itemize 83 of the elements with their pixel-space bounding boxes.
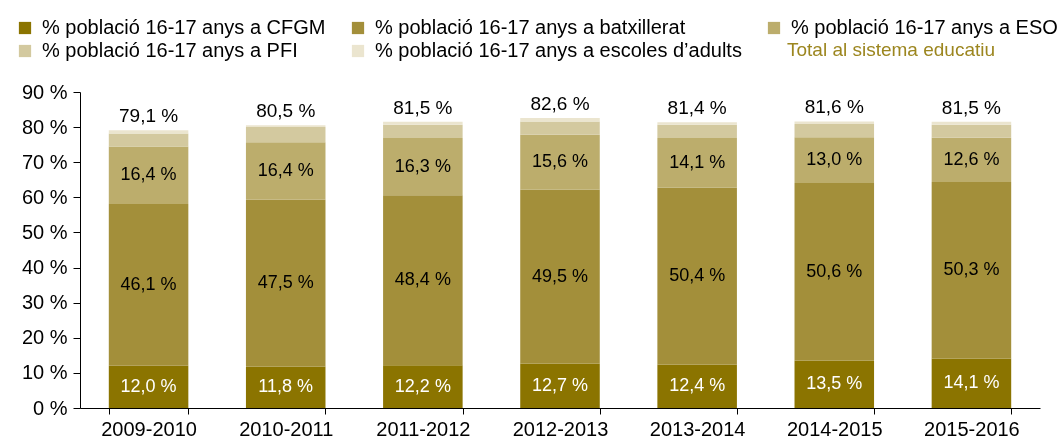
bar xyxy=(245,199,326,367)
y-tick-label: 20 % xyxy=(21,326,68,349)
data-label: 12,7 % xyxy=(531,374,589,395)
bar xyxy=(520,121,600,135)
legend-label: % població 16-17 anys a PFI xyxy=(42,39,298,61)
total-label: 79,1 % xyxy=(118,105,179,127)
legend-label: % població 16-17 anys a batxillerat xyxy=(375,16,686,38)
total-label: 81,4 % xyxy=(667,97,727,119)
bar xyxy=(931,124,1012,138)
x-tick-label: 2010-2011 xyxy=(239,417,334,438)
bar xyxy=(383,195,463,366)
bar xyxy=(245,142,326,200)
data-label: 16,4 % xyxy=(257,160,314,180)
total-label: 81,5 % xyxy=(941,96,1002,118)
total-label: 80,5 % xyxy=(256,100,316,122)
data-label: 48,4 % xyxy=(394,269,451,290)
data-label: 50,3 % xyxy=(943,259,1000,280)
bar xyxy=(794,137,875,183)
bar xyxy=(657,122,737,125)
data-label: 50,4 % xyxy=(669,264,726,285)
bar xyxy=(108,133,189,147)
data-label: 12,6 % xyxy=(943,148,1000,169)
x-tick-label: 2011-2012 xyxy=(376,417,471,438)
data-label: 47,5 % xyxy=(257,272,314,293)
data-label: 16,3 % xyxy=(394,155,451,176)
bar xyxy=(931,181,1012,359)
bar xyxy=(520,134,600,190)
data-label: 16,4 % xyxy=(120,164,177,185)
total-label: 81,5 % xyxy=(393,96,453,118)
legend-label: % població 16-17 anys a CFGM xyxy=(42,16,326,38)
bar xyxy=(383,365,463,408)
bar xyxy=(520,363,600,408)
bar xyxy=(657,124,737,138)
bar xyxy=(794,121,875,124)
data-label: 50,6 % xyxy=(806,260,863,281)
data-label: 12,0 % xyxy=(120,375,177,396)
y-tick-label: 50 % xyxy=(21,220,68,243)
y-tick-label: 70 % xyxy=(21,150,68,173)
total-label: 81,6 % xyxy=(804,96,864,118)
total-label: 82,6 % xyxy=(530,92,590,114)
data-label: 12,2 % xyxy=(394,375,451,396)
bar xyxy=(794,123,875,138)
bar xyxy=(383,138,463,196)
bar xyxy=(520,189,600,364)
bar xyxy=(794,360,875,408)
bar xyxy=(931,358,1012,408)
bar xyxy=(383,124,463,138)
bar xyxy=(657,187,737,365)
x-tick-label: 2014-2015 xyxy=(786,417,883,438)
bar xyxy=(931,137,1012,182)
y-tick-label: 40 % xyxy=(21,256,68,279)
legend-label: % població 16-17 anys a escoles d’adults xyxy=(375,39,742,61)
legend-label: % població 16-17 anys a ESO xyxy=(791,16,1058,38)
bar xyxy=(794,182,875,361)
y-tick-label: 60 % xyxy=(21,185,68,208)
bar xyxy=(108,365,189,408)
bar xyxy=(108,204,189,366)
x-tick-label: 2015-2016 xyxy=(924,417,1020,438)
data-label: 15,6 % xyxy=(531,151,589,172)
data-label: 13,5 % xyxy=(806,373,863,394)
x-tick-label: 2009-2010 xyxy=(101,417,197,438)
bar xyxy=(108,130,189,134)
bar xyxy=(657,364,737,408)
bar xyxy=(383,121,463,125)
bar xyxy=(657,138,737,188)
y-tick-label: 10 % xyxy=(21,361,68,384)
x-tick-label: 2013-2014 xyxy=(649,417,746,438)
bar xyxy=(245,127,326,143)
data-label: 14,1 % xyxy=(669,151,726,172)
data-label: 13,0 % xyxy=(806,149,863,170)
y-tick-label: 30 % xyxy=(21,291,68,314)
x-tick-label: 2012-2013 xyxy=(512,417,609,438)
y-tick-label: 0 % xyxy=(33,396,68,419)
y-tick-label: 80 % xyxy=(21,115,68,138)
bar xyxy=(108,146,189,204)
y-tick-label: 90 % xyxy=(21,80,68,103)
data-label: 46,1 % xyxy=(120,273,177,294)
data-label: 11,8 % xyxy=(258,376,314,397)
text: Total al sistema educatiu xyxy=(787,39,996,60)
data-label: 49,5 % xyxy=(531,265,589,286)
bar xyxy=(931,121,1012,125)
data-label: 12,4 % xyxy=(669,375,726,396)
data-label: 14,1 % xyxy=(943,372,1000,393)
